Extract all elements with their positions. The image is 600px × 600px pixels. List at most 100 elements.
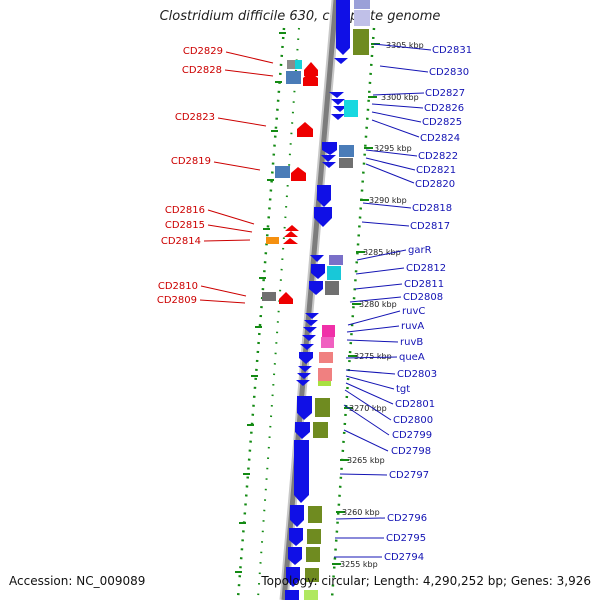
kbp-label: 3290 kbp	[369, 196, 407, 205]
gene-label: garR	[408, 245, 432, 256]
gene-arrow-forward	[290, 505, 304, 527]
gene-arrow-forward	[317, 185, 331, 207]
outer-left-tick-rail	[236, 27, 286, 599]
kbp-label: 3270 kbp	[349, 404, 387, 413]
gene-label: CD2808	[403, 292, 443, 303]
gene-label: CD2810	[158, 281, 198, 292]
feature-box-gray	[287, 60, 296, 69]
gene-label: tgt	[396, 384, 410, 395]
gene-arrow-reverse	[304, 62, 318, 76]
feature-box-olive	[354, 0, 370, 9]
gene-arrow-reverse	[285, 225, 299, 231]
gene-label: CD2795	[386, 533, 426, 544]
feature-box-lime	[304, 590, 318, 600]
feature-box-steel	[275, 166, 290, 178]
feature-box-olive	[313, 422, 328, 438]
left-gene-labels: CD2829 CD2828 CD2823 CD2819 CD2816 CD281…	[157, 46, 223, 306]
gene-label: CD2821	[416, 165, 456, 176]
gene-arrow-forward	[322, 142, 337, 155]
gene-arrow-forward	[288, 547, 302, 565]
gene-arrow-reverse	[283, 238, 298, 244]
gene-arrow-forward	[331, 114, 345, 120]
inner-left-tick-rail	[257, 27, 300, 599]
gene-label: CD2823	[175, 112, 215, 123]
gene-label: CD2818	[412, 203, 452, 214]
feature-box-gray	[262, 292, 276, 301]
gene-arrow-forward	[295, 422, 310, 439]
kbp-label: 3255 kbp	[340, 560, 378, 569]
gene-arrow-reverse	[297, 122, 313, 137]
gene-arrow-forward	[294, 440, 309, 503]
gene-arrow-forward	[297, 396, 312, 420]
gene-label: CD2794	[384, 552, 424, 563]
gene-arrow-forward	[285, 590, 299, 600]
gene-arrow-forward	[289, 528, 303, 546]
gene-label: CD2800	[393, 415, 433, 426]
feature-box-olive	[305, 568, 319, 582]
gene-label: CD2815	[165, 220, 205, 231]
map-title: Clostridium difficile 630, complete geno…	[159, 9, 441, 24]
gene-arrow-forward	[298, 366, 312, 372]
feature-box-olive	[307, 529, 321, 544]
gene-arrow-forward	[331, 99, 345, 105]
gene-arrow-forward	[296, 380, 310, 386]
gene-arrow-forward	[300, 344, 314, 350]
gene-label: CD2826	[424, 103, 464, 114]
feature-box-olive	[308, 506, 322, 523]
gene-label: CD2817	[410, 221, 450, 232]
left-rail-dashes	[235, 32, 286, 573]
feature-box-lime	[318, 381, 331, 386]
gene-label: queA	[399, 352, 425, 363]
gene-arrow-forward	[322, 162, 336, 168]
gene-label: CD2797	[389, 470, 429, 481]
feature-box-olive	[315, 398, 330, 417]
feature-box-salmon	[319, 352, 333, 363]
genome-summary-text: Topology: circular; Length: 4,290,252 bp…	[261, 574, 591, 588]
gene-arrow-forward	[336, 0, 350, 55]
feature-box-gray	[339, 158, 353, 168]
feature-box-orange	[266, 237, 279, 244]
chromosome-backbone	[279, 0, 341, 600]
feature-box-steel	[339, 145, 354, 157]
feature-box-gray	[325, 281, 339, 295]
gene-arrow-reverse	[284, 231, 298, 237]
feature-box-cyan	[344, 100, 358, 117]
gene-arrow-reverse	[279, 292, 293, 304]
gene-arrow-reverse	[291, 167, 306, 181]
gene-arrow-forward	[303, 327, 317, 333]
gene-label: CD2803	[397, 369, 437, 380]
accession-text: Accession: NC_009089	[9, 574, 146, 588]
feature-box-purple	[329, 255, 343, 265]
gene-arrow-forward	[333, 106, 347, 112]
feature-boxes	[262, 0, 370, 600]
reverse-strand-genes	[279, 62, 318, 304]
gene-label: CD2811	[404, 279, 444, 290]
gene-label: CD2822	[418, 151, 458, 162]
gene-label: CD2829	[183, 46, 223, 57]
gene-arrow-forward	[297, 373, 311, 379]
gene-arrow-forward	[309, 281, 323, 295]
right-gene-labels: CD2831 CD2830 CD2827 CD2826 CD2825 CD282…	[384, 45, 472, 563]
gene-label: CD2812	[406, 263, 446, 274]
right-leader-lines	[334, 43, 432, 558]
gene-arrow-forward	[304, 320, 318, 326]
kbp-label: 3265 kbp	[347, 456, 385, 465]
gene-arrow-reverse	[303, 72, 318, 86]
feature-box-olive	[353, 29, 369, 55]
feature-box-cyan	[295, 60, 302, 69]
kbp-labels: 3305 kbp 3300 kbp 3295 kbp 3290 kbp 3285…	[340, 41, 424, 569]
gene-arrow-forward	[310, 255, 324, 262]
gene-label: CD2796	[387, 513, 427, 524]
gene-label: CD2827	[425, 88, 465, 99]
gene-label: CD2798	[391, 446, 431, 457]
kbp-label: 3285 kbp	[363, 248, 401, 257]
forward-strand-genes	[285, 0, 350, 600]
left-leader-lines	[199, 51, 274, 304]
feature-box-cyan	[327, 266, 341, 280]
kbp-label: 3280 kbp	[359, 300, 397, 309]
kbp-label: 3300 kbp	[381, 93, 419, 102]
feature-box-olive	[306, 547, 320, 562]
kbp-label: 3305 kbp	[386, 41, 424, 50]
